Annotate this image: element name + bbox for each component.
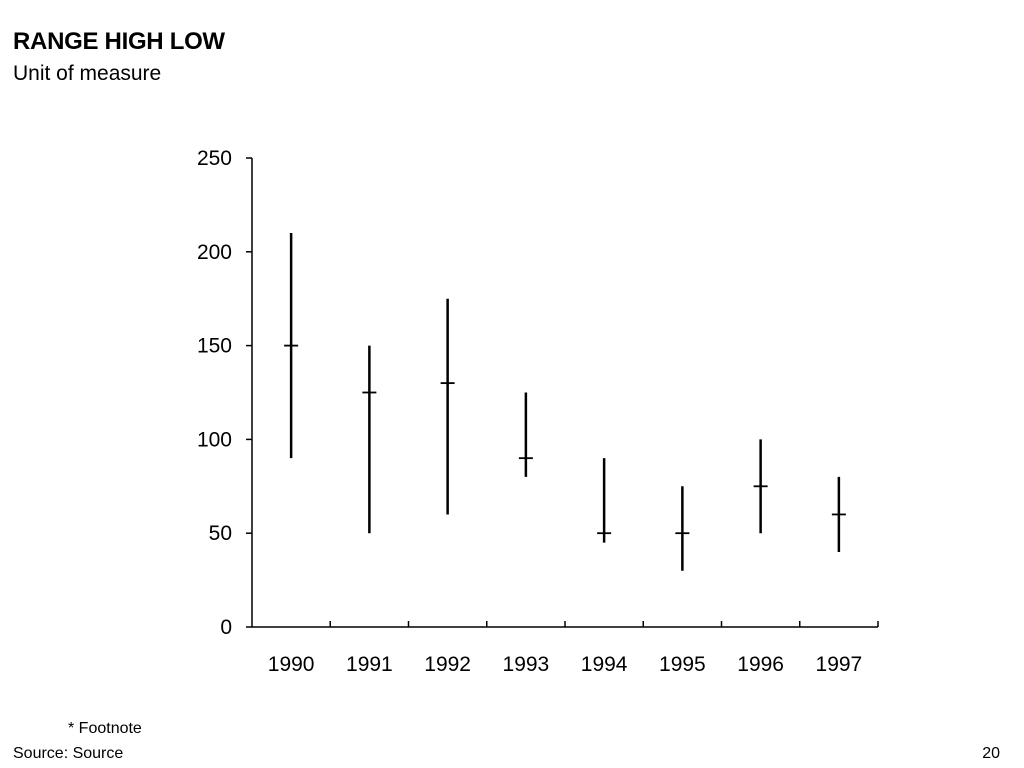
x-tick-label: 1997 (816, 653, 863, 676)
x-tick-label: 1996 (737, 653, 784, 676)
range-bar-1992 (440, 298, 455, 515)
range-bar-1993 (518, 392, 533, 477)
chart-axes: 0 50 100 150 200 250 1990 1991 1992 1993 1994 1995 1… (197, 147, 879, 676)
x-tick-label: 1990 (268, 653, 315, 676)
x-tick-label: 1991 (346, 653, 393, 676)
x-tick-label: 1993 (503, 653, 550, 676)
x-tick-label: 1994 (581, 653, 628, 676)
y-tick-label: 150 (197, 335, 232, 358)
source-note: Source: Source (13, 745, 124, 762)
y-tick-label: 250 (197, 147, 232, 170)
x-tick-label: 1995 (659, 653, 706, 676)
y-tick-label: 0 (220, 616, 232, 639)
page-subtitle: Unit of measure (13, 62, 162, 85)
chart-marks (284, 233, 846, 571)
footnote: * Footnote (68, 720, 142, 737)
range-bar-1996 (753, 439, 768, 534)
x-tick-label: 1992 (424, 653, 471, 676)
range-bar-1991 (362, 345, 377, 534)
range-bar-1997 (831, 476, 846, 552)
range-bar-1990 (284, 233, 299, 459)
page-number: 20 (982, 745, 1000, 762)
y-tick-label: 200 (197, 241, 232, 264)
y-tick-label: 100 (197, 428, 232, 451)
range-bar-1995 (675, 486, 690, 571)
page-title: RANGE HIGH LOW (13, 28, 225, 55)
range-bar-1994 (597, 458, 612, 543)
y-tick-label: 50 (209, 522, 232, 545)
